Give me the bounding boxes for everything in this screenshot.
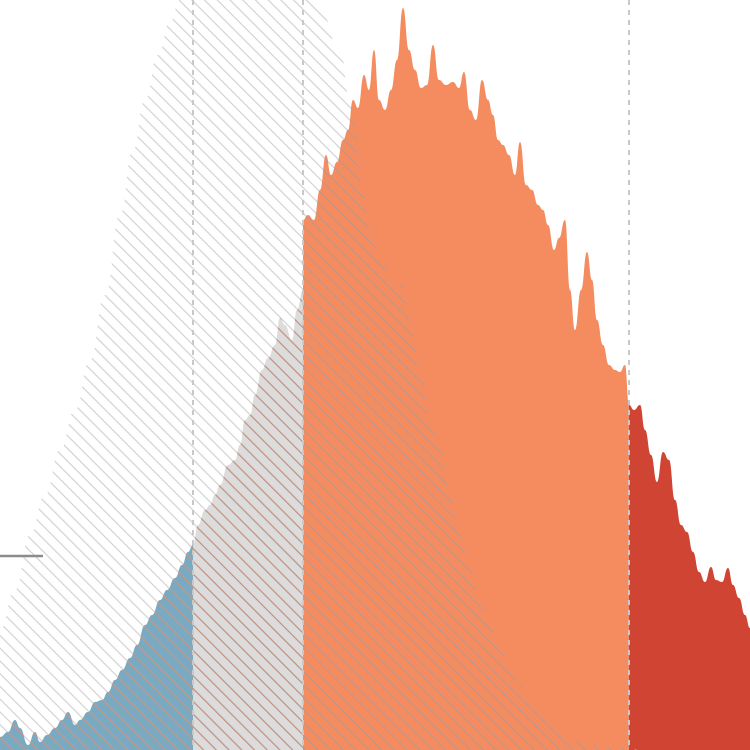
- dividers: [192, 0, 630, 750]
- band-red: [629, 8, 750, 750]
- hatched-area: [0, 0, 640, 750]
